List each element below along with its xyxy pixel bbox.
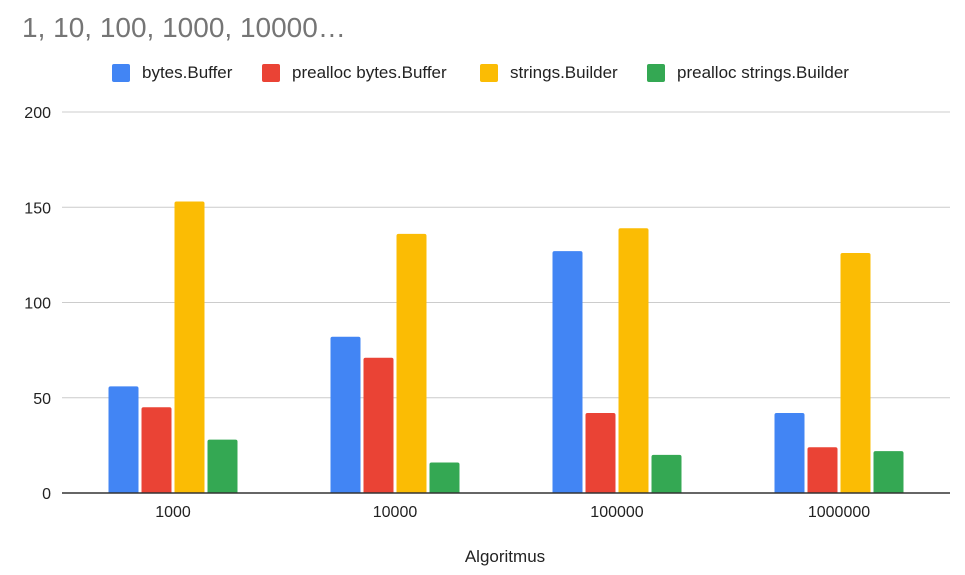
legend-label: bytes.Buffer	[142, 63, 233, 82]
bar[interactable]	[651, 454, 682, 493]
x-tick-label: 10000	[373, 504, 418, 521]
bar[interactable]	[174, 201, 205, 493]
bar[interactable]	[396, 233, 427, 494]
bar[interactable]	[618, 228, 649, 493]
bar[interactable]	[330, 336, 361, 493]
bar[interactable]	[774, 412, 805, 493]
bar[interactable]	[873, 451, 904, 493]
bar[interactable]	[429, 462, 460, 493]
bar[interactable]	[807, 447, 838, 493]
bar[interactable]	[141, 407, 172, 493]
x-tick-label: 100000	[590, 504, 643, 521]
legend-swatch	[112, 64, 130, 82]
y-tick-label: 0	[42, 486, 51, 503]
bar[interactable]	[585, 412, 616, 493]
x-axis-ticks: 1000 10000 100000 1000000	[155, 504, 870, 521]
legend-swatch	[480, 64, 498, 82]
bar[interactable]	[207, 439, 238, 493]
chart-title: 1, 10, 100, 1000, 10000…	[22, 12, 346, 43]
y-axis-ticks: 0 50 100 150 200	[24, 105, 51, 503]
x-tick-label: 1000	[155, 504, 191, 521]
legend-swatch	[262, 64, 280, 82]
x-axis-title: Algoritmus	[465, 547, 545, 566]
y-tick-label: 150	[24, 200, 51, 217]
y-tick-label: 100	[24, 296, 51, 313]
bars	[108, 201, 904, 494]
x-tick-label: 1000000	[808, 504, 870, 521]
legend-label: prealloc strings.Builder	[677, 63, 849, 82]
legend-swatch	[647, 64, 665, 82]
bar[interactable]	[363, 357, 394, 493]
y-tick-label: 50	[33, 391, 51, 408]
bar[interactable]	[108, 386, 139, 493]
bar[interactable]	[552, 251, 583, 493]
legend-item-strings-builder[interactable]: strings.Builder	[480, 62, 618, 84]
legend-item-prealloc-strings-builder[interactable]: prealloc strings.Builder	[647, 62, 849, 84]
legend-label: strings.Builder	[510, 63, 618, 82]
legend-item-bytes-buffer[interactable]: bytes.Buffer	[112, 62, 232, 84]
legend: bytes.Buffer prealloc bytes.Buffer strin…	[0, 62, 965, 84]
legend-label: prealloc bytes.Buffer	[292, 63, 447, 82]
y-tick-label: 200	[24, 105, 51, 122]
bar[interactable]	[840, 252, 871, 493]
legend-item-prealloc-bytes-buffer[interactable]: prealloc bytes.Buffer	[262, 62, 447, 84]
